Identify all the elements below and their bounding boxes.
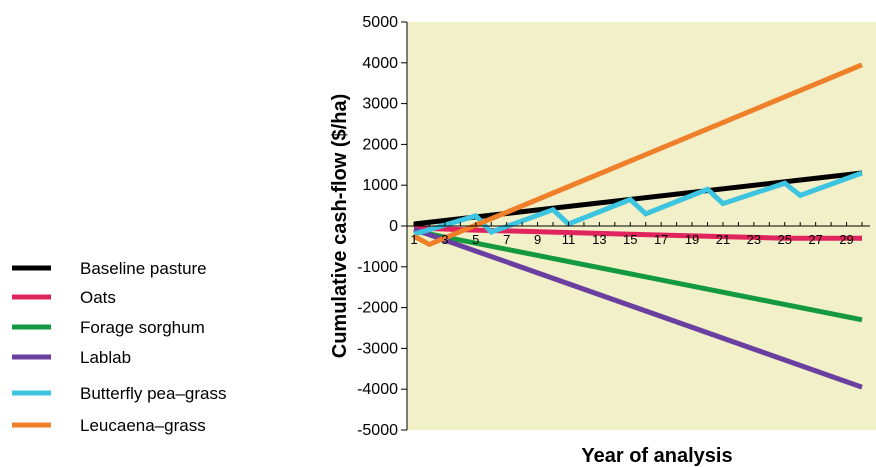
x-tick-labels: 1 3 5 7 9 11 13 15 17 19 21 23 25 27 29 — [410, 222, 863, 247]
legend-label: Forage sorghum — [80, 318, 205, 337]
series-line-5 — [413, 170, 863, 237]
legend-label: Lablab — [80, 348, 131, 367]
legend-label: Butterfly pea–grass — [80, 384, 226, 403]
x-axis-title: Year of analysis — [581, 445, 732, 467]
x-tick-label: 29 — [839, 232, 853, 247]
x-tick-label: 15 — [623, 232, 637, 247]
y-tick-label: -1000 — [357, 259, 398, 276]
x-tick-label: 25 — [778, 232, 792, 247]
x-tick-label: 7 — [503, 232, 510, 247]
y-tick-label: 0 — [389, 218, 398, 235]
x-tick-label: 19 — [685, 232, 699, 247]
series-layer — [412, 62, 863, 390]
legend-label: Baseline pasture — [80, 259, 207, 278]
x-tick-label: 17 — [654, 232, 668, 247]
series-line-4 — [413, 226, 863, 390]
series-line-2 — [413, 225, 862, 241]
y-tick-label: 2000 — [362, 136, 398, 153]
x-tick-label: 5 — [472, 232, 479, 247]
series-line-3 — [413, 228, 863, 323]
series-line-6 — [412, 62, 863, 248]
series-line-1 — [413, 170, 863, 227]
legend-label: Oats — [80, 288, 116, 307]
y-tick-label: -2000 — [357, 300, 398, 317]
x-tick-label: 23 — [747, 232, 761, 247]
legend: Baseline pasture Oats Forage sorghum Lablab… — [12, 259, 226, 435]
y-tick-labels: 5000 4000 3000 2000 1000 0 -1000 -2000 -3000 -400… — [357, 14, 407, 439]
y-tick-label: 5000 — [362, 14, 398, 31]
y-tick-label: 1000 — [362, 177, 398, 194]
x-tick-label: 13 — [592, 232, 606, 247]
legend-label: Leucaena–grass — [80, 416, 206, 435]
y-tick-label: -4000 — [357, 381, 398, 398]
y-tick-label: 4000 — [362, 55, 398, 72]
x-tick-label: 21 — [716, 232, 730, 247]
y-axis-title: Cumulative cash-flow ($/ha) — [329, 94, 351, 359]
x-tick-label: 11 — [562, 232, 576, 247]
y-tick-label: -3000 — [357, 340, 398, 357]
x-tick-label: 27 — [808, 232, 822, 247]
x-tick-label: 1 — [410, 232, 417, 247]
x-tick-label: 3 — [441, 232, 448, 247]
y-tick-label: -5000 — [357, 422, 398, 439]
x-tick-label: 9 — [534, 232, 541, 247]
y-tick-label: 3000 — [362, 96, 398, 113]
